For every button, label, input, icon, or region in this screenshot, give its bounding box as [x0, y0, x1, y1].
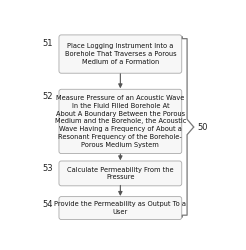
FancyBboxPatch shape [59, 161, 182, 186]
Text: Calculate Permeability From the
Pressure: Calculate Permeability From the Pressure [67, 166, 174, 180]
Text: 51: 51 [43, 39, 53, 48]
FancyBboxPatch shape [59, 89, 182, 154]
Text: 53: 53 [43, 164, 53, 173]
Text: Place Logging Instrument Into a
Borehole That Traverses a Porous
Medium of a For: Place Logging Instrument Into a Borehole… [64, 43, 176, 65]
Text: 50: 50 [198, 122, 208, 132]
Text: 52: 52 [43, 92, 53, 101]
Text: Provide the Permeability as Output To a
User: Provide the Permeability as Output To a … [54, 201, 186, 215]
Text: Measure Pressure of an Acoustic Wave
In the Fluid Filled Borehole At
About A Bou: Measure Pressure of an Acoustic Wave In … [55, 95, 186, 148]
FancyBboxPatch shape [59, 35, 182, 73]
Text: 54: 54 [43, 200, 53, 209]
FancyBboxPatch shape [59, 196, 182, 220]
